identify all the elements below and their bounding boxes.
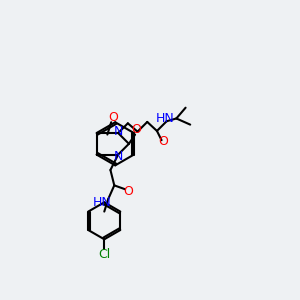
Text: Cl: Cl <box>98 248 110 261</box>
Text: O: O <box>158 135 168 148</box>
Text: O: O <box>132 123 142 136</box>
Text: HN: HN <box>156 112 175 125</box>
Text: O: O <box>123 185 133 198</box>
Text: O: O <box>108 111 118 124</box>
Text: N: N <box>113 125 123 138</box>
Text: HN: HN <box>93 196 111 209</box>
Text: N: N <box>113 150 123 163</box>
